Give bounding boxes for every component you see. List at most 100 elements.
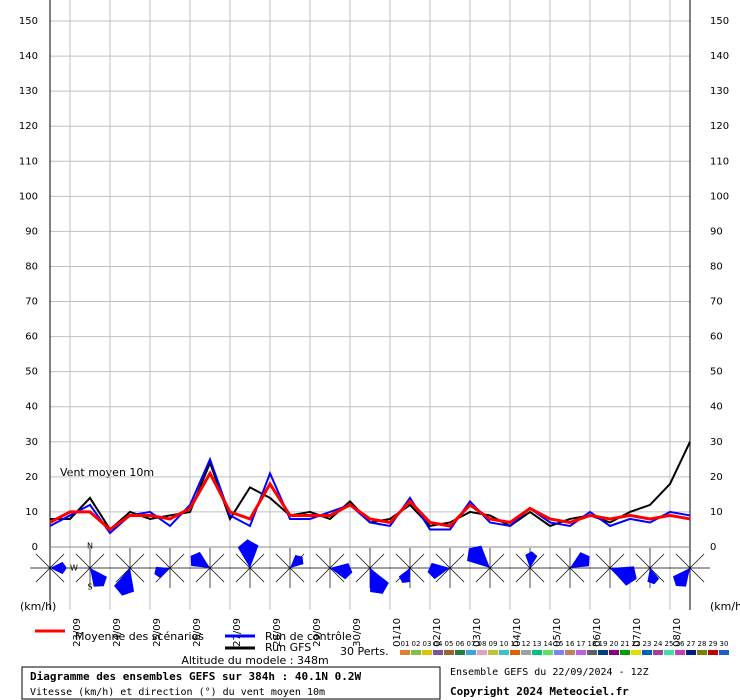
perturbation-code: 11 bbox=[511, 640, 520, 648]
footer-box bbox=[21, 666, 441, 700]
perturbation-code: 28 bbox=[698, 640, 707, 648]
y-tick-label: 90 bbox=[25, 226, 38, 237]
perturbation-swatch bbox=[708, 650, 718, 655]
y-tick-label-right: 70 bbox=[710, 297, 723, 308]
x-tick-label: 04/10 bbox=[512, 618, 523, 647]
perturbations-label: 30 Perts. bbox=[340, 645, 389, 658]
x-tick-label: 29/09 bbox=[312, 618, 323, 647]
y-tick-label: 40 bbox=[25, 402, 38, 413]
rose-spoke bbox=[409, 567, 425, 583]
rose-spoke bbox=[289, 567, 305, 583]
y-tick-label-right: 0 bbox=[710, 542, 716, 553]
rose-spoke bbox=[329, 567, 345, 583]
rose-petal bbox=[370, 568, 389, 594]
perturbation-code: 18 bbox=[588, 640, 597, 648]
rose-spoke bbox=[209, 567, 225, 583]
rose-petal bbox=[114, 568, 135, 596]
rose-spoke bbox=[395, 553, 411, 569]
perturbation-swatch bbox=[697, 650, 707, 655]
perturbation-swatch bbox=[554, 650, 564, 655]
perturbation-code: 16 bbox=[566, 640, 575, 648]
rose-petal bbox=[237, 539, 259, 568]
perturbation-code: 06 bbox=[456, 640, 465, 648]
perturbation-swatch bbox=[422, 650, 432, 655]
y-tick-label: 150 bbox=[19, 16, 38, 27]
perturbation-code: 08 bbox=[478, 640, 487, 648]
perturbation-code: 25 bbox=[665, 640, 674, 648]
rose-petal bbox=[467, 545, 490, 568]
perturbation-swatch bbox=[565, 650, 575, 655]
perturbation-code: 07 bbox=[467, 640, 476, 648]
rose-spoke bbox=[49, 567, 65, 583]
rose-spoke bbox=[689, 553, 705, 569]
perturbation-swatch bbox=[433, 650, 443, 655]
perturbation-code: 27 bbox=[687, 640, 696, 648]
y-tick-label: 120 bbox=[19, 121, 38, 132]
y-tick-label: 70 bbox=[25, 297, 38, 308]
perturbation-swatch bbox=[499, 650, 509, 655]
y-tick-label-right: 120 bbox=[710, 121, 729, 132]
rose-spoke bbox=[635, 567, 651, 583]
rose-spoke bbox=[275, 567, 291, 583]
unit-label-right: (km/h) bbox=[710, 600, 740, 613]
perturbation-swatch bbox=[653, 650, 663, 655]
perturbation-swatch bbox=[477, 650, 487, 655]
rose-petal bbox=[190, 551, 210, 568]
perturbation-swatch bbox=[620, 650, 630, 655]
perturbation-code: 05 bbox=[445, 640, 454, 648]
rose-petal bbox=[330, 563, 353, 580]
y-tick-label-right: 20 bbox=[710, 472, 723, 483]
perturbation-code: 12 bbox=[522, 640, 531, 648]
legend-label: Run GFS bbox=[265, 641, 311, 654]
perturbation-swatch bbox=[543, 650, 553, 655]
unit-label-left: (km/h) bbox=[20, 600, 56, 613]
rose-spoke bbox=[435, 553, 451, 569]
y-tick-label: 10 bbox=[25, 507, 38, 518]
perturbation-code: 04 bbox=[434, 640, 443, 648]
perturbation-swatch bbox=[532, 650, 542, 655]
x-tick-label: 27/09 bbox=[232, 618, 243, 647]
rose-spoke bbox=[169, 567, 185, 583]
rose-spoke bbox=[355, 553, 371, 569]
rose-spoke bbox=[449, 553, 465, 569]
rose-spoke bbox=[555, 567, 571, 583]
legend-label: Moyenne des scénarios bbox=[75, 630, 204, 643]
y-tick-label: 50 bbox=[25, 367, 38, 378]
rose-spoke bbox=[89, 553, 105, 569]
footer-title: Diagramme des ensembles GEFS sur 384h : … bbox=[30, 670, 362, 683]
wind-roses bbox=[30, 539, 710, 596]
rose-spoke bbox=[249, 553, 265, 569]
perturbation-swatch bbox=[576, 650, 586, 655]
y-tick-label-right: 130 bbox=[710, 86, 729, 97]
y-tick-label-right: 60 bbox=[710, 332, 723, 343]
rose-spoke bbox=[569, 567, 585, 583]
rose-petal bbox=[90, 568, 107, 587]
rose-spoke bbox=[435, 567, 451, 583]
y-tick-label-right: 80 bbox=[710, 261, 723, 272]
y-tick-label-right: 90 bbox=[710, 226, 723, 237]
rose-spoke bbox=[329, 553, 345, 569]
rose-spoke bbox=[75, 553, 91, 569]
rose-spoke bbox=[449, 567, 465, 583]
rose-spoke bbox=[209, 553, 225, 569]
rose-spoke bbox=[529, 553, 545, 569]
rose-spoke bbox=[195, 567, 211, 583]
y-tick-label: 110 bbox=[19, 156, 38, 167]
perturbation-swatch bbox=[455, 650, 465, 655]
rose-spoke bbox=[369, 553, 385, 569]
rose-petal bbox=[154, 566, 170, 579]
x-tick-label: 03/10 bbox=[472, 618, 483, 647]
rose-spoke bbox=[675, 553, 691, 569]
x-tick-label: 24/09 bbox=[112, 618, 123, 647]
rose-spoke bbox=[235, 553, 251, 569]
perturbation-code: 20 bbox=[610, 640, 619, 648]
rose-petal bbox=[610, 566, 637, 586]
copyright: Copyright 2024 Meteociel.fr bbox=[450, 685, 629, 698]
x-tick-label: 30/09 bbox=[352, 618, 363, 647]
rose-spoke bbox=[649, 567, 665, 583]
x-tick-label: 07/10 bbox=[632, 618, 643, 647]
y-tick-label-right: 40 bbox=[710, 402, 723, 413]
perturbation-code: 26 bbox=[676, 640, 685, 648]
rose-spoke bbox=[595, 567, 611, 583]
perturbation-code: 24 bbox=[654, 640, 663, 648]
